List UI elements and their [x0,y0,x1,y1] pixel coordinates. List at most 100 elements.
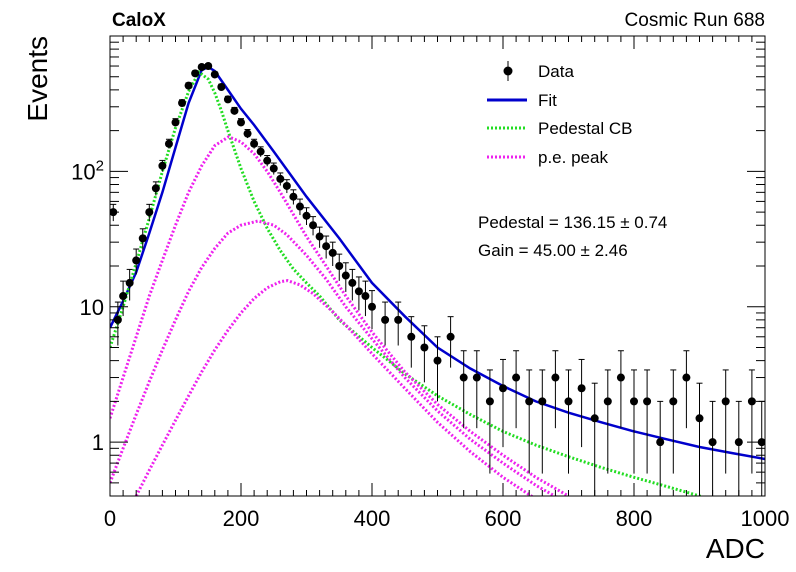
y-tick-label: 10 [80,295,104,320]
experiment-label: CaloX [112,10,166,31]
data-point [669,369,678,474]
data-marker [125,278,134,287]
x-tick-label: 600 [485,506,522,531]
legend-label: Pedestal CB [538,119,633,138]
data-point [643,369,652,474]
data-point [191,69,200,78]
data-marker [341,271,350,280]
run-label: Cosmic Run 688 [625,10,765,31]
data-marker [217,83,226,92]
legend-label: Data [538,62,574,81]
data-point [341,262,350,292]
data-marker [485,397,494,406]
pe-peak-curve-2 [110,219,558,496]
data-marker [630,397,638,406]
data-marker [210,70,219,79]
data-point [237,118,245,127]
data-point [485,369,494,474]
data-marker [309,221,318,230]
data-point [512,350,521,429]
y-tick-label: 102 [71,157,104,184]
data-point [197,63,206,72]
data-point [119,280,128,317]
data-marker [158,161,167,170]
data-point [230,106,239,115]
data-marker [551,373,560,382]
data-point [289,189,298,205]
pe-peak-curve-1 [110,135,570,496]
legend-data-marker [503,66,513,76]
data-point [315,226,324,248]
data-marker [237,118,245,127]
data-marker [223,95,232,104]
data-marker [197,63,206,72]
data-marker [354,287,363,296]
legend-label: p.e. peak [538,148,608,167]
data-marker [282,181,291,190]
data-marker [721,397,730,406]
data-marker [230,106,239,115]
data-point [335,253,344,281]
data-marker [512,373,521,382]
data-marker [243,129,252,138]
x-axis-ticks: 0 200 400 600 800 1000 [104,36,790,531]
curves-layer [110,65,765,496]
data-point [171,118,180,127]
data-marker [335,262,344,270]
data-marker [603,397,612,406]
data-point [348,268,357,301]
y-axis-title: Events [22,36,53,122]
data-point [577,358,586,448]
data-point [734,400,743,496]
data-point [695,382,704,496]
x-tick-label: 400 [354,506,391,531]
legend-item-data: Data [503,61,574,81]
data-point [125,268,134,301]
plot-frame [109,35,766,497]
data-marker [538,397,547,406]
data-marker [433,356,442,365]
data-marker [407,332,416,341]
data-point [138,228,147,250]
data-point [656,400,665,496]
data-point [682,350,691,429]
data-point [132,248,141,275]
data-point [420,325,429,383]
data-point [747,369,756,474]
data-marker [459,373,468,382]
data-marker [164,139,173,148]
data-marker [322,242,331,251]
data-point [250,138,259,149]
pe-peak-curve-3 [134,279,534,496]
data-point [603,369,612,474]
data-marker [151,184,160,193]
data-marker [178,98,187,107]
data-marker [747,397,756,406]
data-point [590,382,599,496]
data-marker [525,397,534,406]
x-tick-label: 1000 [741,506,790,531]
data-point [295,198,304,216]
data-marker [138,234,147,243]
data-point [538,369,547,474]
data-marker [171,118,180,127]
x-tick-label: 0 [104,506,116,531]
data-point [616,350,625,429]
x-tick-label: 800 [616,506,653,531]
data-marker [616,373,625,382]
data-marker [184,81,193,90]
data-point [328,241,337,266]
data-marker [250,139,259,148]
data-point [269,162,278,175]
data-marker [348,278,357,287]
data-marker [361,292,370,301]
data-point [158,159,167,172]
y-tick-exponent: 2 [96,157,104,174]
data-point [459,350,468,429]
data-marker [204,62,213,71]
data-marker [734,438,743,447]
data-point [276,172,285,186]
data-marker [256,147,265,156]
data-point [210,70,219,79]
